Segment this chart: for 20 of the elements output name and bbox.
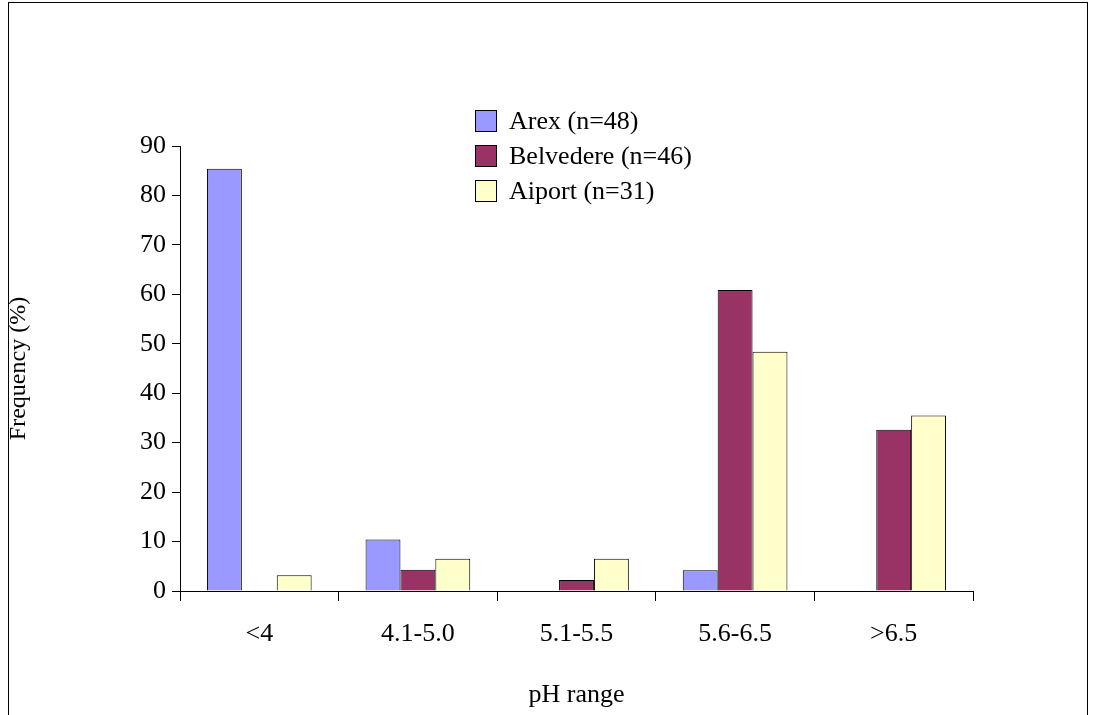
y-tick-label: 50 — [140, 327, 166, 357]
y-tick-label: 90 — [140, 129, 166, 159]
x-tick-label: <4 — [245, 618, 274, 648]
y-tick-label: 30 — [140, 426, 166, 456]
legend-label: Arex (n=48) — [509, 105, 639, 137]
legend-label: Aiport (n=31) — [509, 175, 655, 207]
y-axis-title: Frequency (%) — [3, 296, 30, 441]
y-tick-label: 20 — [140, 475, 166, 505]
x-tick-label: >6.5 — [870, 618, 918, 648]
x-tick-label: 4.1-5.0 — [381, 618, 455, 648]
legend-label: Belvedere (n=46) — [509, 140, 692, 172]
x-tick-label: 5.1-5.5 — [539, 618, 614, 648]
y-tick-label: 60 — [140, 278, 166, 308]
x-axis-title: pH range — [528, 679, 625, 709]
x-tick-label: 5.6-6.5 — [698, 618, 772, 648]
y-tick-label: 70 — [140, 228, 166, 258]
y-tick-label: 80 — [140, 179, 166, 209]
y-tick-label: 0 — [153, 574, 166, 604]
y-tick-label: 10 — [140, 525, 166, 555]
y-tick-label: 40 — [140, 377, 166, 407]
